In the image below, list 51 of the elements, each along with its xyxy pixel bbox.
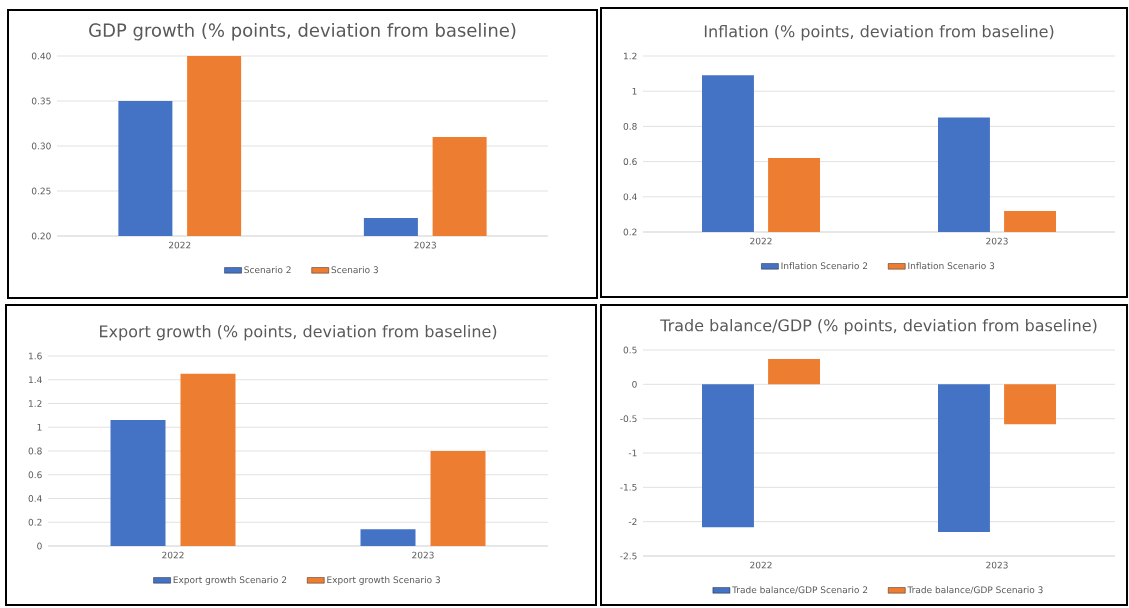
legend-label: Scenario 2 (244, 266, 291, 274)
y-tick-label: 1 (632, 87, 637, 95)
y-tick-label: 0.8 (623, 122, 637, 130)
x-tick-label: 2022 (168, 241, 191, 249)
x-tick-label: 2023 (412, 551, 434, 559)
y-tick-label: -2.5 (620, 552, 637, 560)
bar (110, 420, 166, 546)
y-tick-label: 0.6 (28, 471, 42, 479)
legend-label: Scenario 3 (331, 266, 378, 274)
y-tick-label: 0.35 (31, 97, 51, 105)
y-tick-label: 1.2 (624, 52, 637, 60)
y-tick-label: 0.5 (623, 346, 637, 354)
y-tick-label: 0 (632, 380, 637, 388)
x-tick-label: 2023 (986, 237, 1008, 245)
bar (180, 373, 236, 546)
y-tick-label: 1.4 (29, 376, 42, 384)
legend-label: Inflation Scenario 2 (781, 262, 868, 270)
y-tick-label: 0.4 (623, 193, 637, 201)
y-tick-label: 0.2 (623, 228, 637, 236)
y-tick-label: -1.5 (620, 483, 637, 491)
y-tick-label: 0.8 (28, 447, 42, 455)
chart-title: Inflation (% points, deviation from baseline) (704, 24, 1054, 41)
x-tick-label: 2023 (986, 561, 1008, 569)
chart-title: GDP growth (% points, deviation from baseline) (89, 23, 516, 41)
y-tick-label: 1.6 (29, 352, 42, 360)
legend-label: Export growth Scenario 2 (173, 576, 287, 585)
y-tick-label: 0.20 (31, 232, 51, 240)
x-tick-label: 2023 (414, 241, 436, 249)
y-tick-label: 0.6 (623, 158, 637, 165)
y-tick-label: 1.2 (29, 400, 42, 407)
y-tick-label: 0.25 (31, 187, 51, 195)
y-tick-label: 0.40 (31, 52, 51, 60)
y-tick-label: 1 (37, 423, 42, 431)
y-tick-label: -1 (628, 449, 637, 457)
legend-label: Inflation Scenario 3 (908, 262, 995, 270)
bar (430, 451, 486, 546)
legend-label: Trade balance/GDP Scenario 3 (907, 586, 1043, 594)
x-tick-label: 2022 (162, 551, 184, 559)
y-tick-label: -2 (628, 518, 637, 526)
bar (360, 529, 416, 546)
y-tick-label: 0 (37, 542, 42, 550)
y-tick-label: 0.30 (31, 142, 51, 150)
legend-label: Trade balance/GDP Scenario 2 (732, 586, 868, 594)
legend-label: Export growth Scenario 3 (327, 576, 440, 585)
chart-title: Export growth (% points, deviation from baseline) (100, 324, 497, 341)
x-tick-label: 2022 (750, 237, 772, 245)
y-tick-label: 0.2 (28, 518, 42, 526)
x-tick-label: 2022 (750, 561, 772, 569)
y-tick-label: 0.4 (28, 495, 42, 502)
chart-title: Trade balance/GDP (% points, deviation from baseline) (660, 318, 1097, 335)
y-tick-label: -0.5 (620, 415, 637, 423)
